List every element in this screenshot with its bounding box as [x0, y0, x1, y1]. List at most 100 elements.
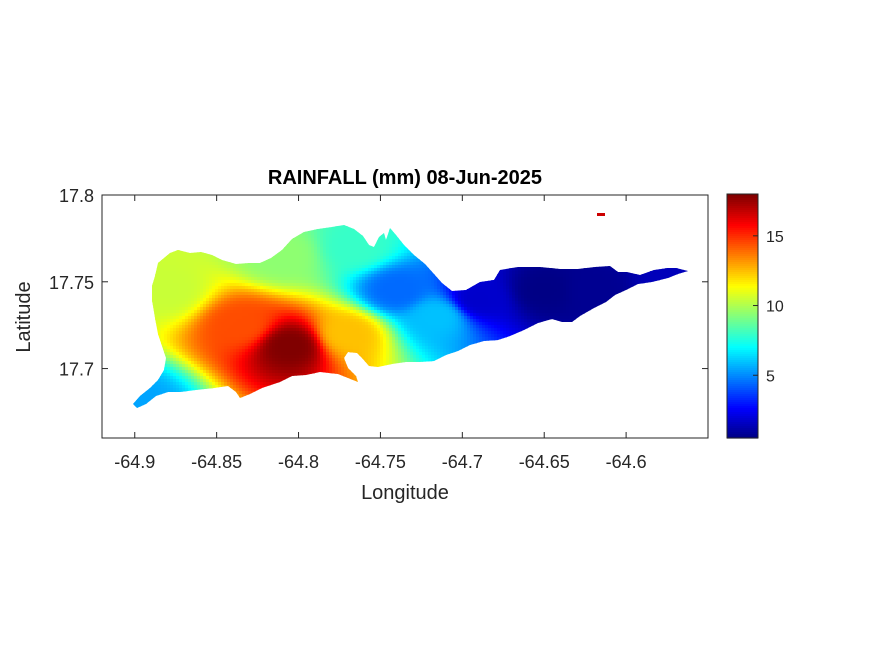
field-cell	[290, 256, 294, 260]
field-cell	[176, 355, 180, 359]
field-cell	[209, 340, 213, 344]
field-cell	[200, 340, 204, 344]
field-cell	[254, 301, 258, 305]
field-cell	[356, 259, 360, 263]
field-cell	[332, 244, 336, 248]
field-cell	[299, 322, 303, 326]
field-cell	[296, 304, 300, 308]
field-cell	[206, 268, 210, 272]
field-cell	[248, 271, 252, 275]
field-cell	[200, 346, 204, 350]
field-cell	[209, 337, 213, 341]
field-cell	[299, 259, 303, 263]
field-cell	[200, 301, 204, 305]
field-cell	[221, 373, 225, 377]
field-cell	[272, 325, 276, 329]
field-cell	[302, 277, 306, 281]
field-cell	[224, 286, 228, 290]
field-cell	[266, 349, 270, 353]
field-cell	[215, 301, 219, 305]
field-cell	[332, 253, 336, 257]
field-cell	[341, 358, 345, 362]
field-cell	[263, 310, 267, 314]
field-cell	[254, 331, 258, 335]
field-cell	[359, 244, 363, 248]
field-cell	[200, 370, 204, 374]
field-cell	[179, 385, 183, 389]
field-cell	[161, 280, 165, 284]
field-cell	[290, 277, 294, 281]
field-cell	[236, 292, 240, 296]
field-cell	[206, 301, 210, 305]
field-cell	[173, 379, 177, 383]
field-cell	[302, 328, 306, 332]
field-cell	[347, 343, 351, 347]
field-cell	[302, 301, 306, 305]
field-cell	[308, 307, 312, 311]
field-cell	[221, 310, 225, 314]
field-cell	[293, 247, 297, 251]
field-cell	[167, 271, 171, 275]
field-cell	[161, 343, 165, 347]
field-cell	[338, 370, 342, 374]
field-cell	[335, 337, 339, 341]
field-cell	[158, 325, 162, 329]
field-cell	[161, 391, 165, 395]
field-cell	[248, 346, 252, 350]
field-cell	[221, 295, 225, 299]
field-cell	[359, 289, 363, 293]
field-cell	[191, 292, 195, 296]
field-cell	[248, 304, 252, 308]
field-cell	[218, 373, 222, 377]
field-cell	[278, 370, 282, 374]
field-cell	[293, 244, 297, 248]
field-cell	[296, 295, 300, 299]
field-cell	[293, 328, 297, 332]
field-cell	[287, 343, 291, 347]
field-cell	[218, 271, 222, 275]
field-cell	[272, 367, 276, 371]
field-cell	[170, 271, 174, 275]
field-cell	[164, 301, 168, 305]
field-cell	[191, 349, 195, 353]
field-cell	[320, 346, 324, 350]
field-cell	[314, 304, 318, 308]
field-cell	[329, 343, 333, 347]
field-cell	[314, 355, 318, 359]
field-cell	[224, 295, 228, 299]
field-cell	[287, 241, 291, 245]
field-cell	[353, 373, 357, 377]
field-cell	[302, 280, 306, 284]
field-cell	[320, 259, 324, 263]
field-cell	[278, 367, 282, 371]
field-cell	[233, 349, 237, 353]
field-cell	[233, 304, 237, 308]
field-cell	[287, 262, 291, 266]
field-cell	[314, 289, 318, 293]
field-cell	[242, 262, 246, 266]
field-cell	[221, 346, 225, 350]
field-cell	[212, 361, 216, 365]
field-cell	[161, 325, 165, 329]
field-cell	[230, 361, 234, 365]
field-cell	[287, 319, 291, 323]
field-cell	[227, 358, 231, 362]
field-cell	[311, 325, 315, 329]
field-cell	[158, 331, 162, 335]
field-cell	[302, 313, 306, 317]
field-cell	[164, 328, 168, 332]
field-cell	[293, 274, 297, 278]
field-cell	[296, 355, 300, 359]
field-cell	[185, 331, 189, 335]
field-cell	[242, 301, 246, 305]
field-cell	[194, 295, 198, 299]
field-cell	[179, 277, 183, 281]
field-cell	[176, 283, 180, 287]
field-cell	[335, 283, 339, 287]
field-cell	[317, 262, 321, 266]
field-cell	[188, 259, 192, 263]
field-cell	[194, 367, 198, 371]
field-cell	[293, 355, 297, 359]
field-cell	[293, 319, 297, 323]
field-cell	[293, 340, 297, 344]
